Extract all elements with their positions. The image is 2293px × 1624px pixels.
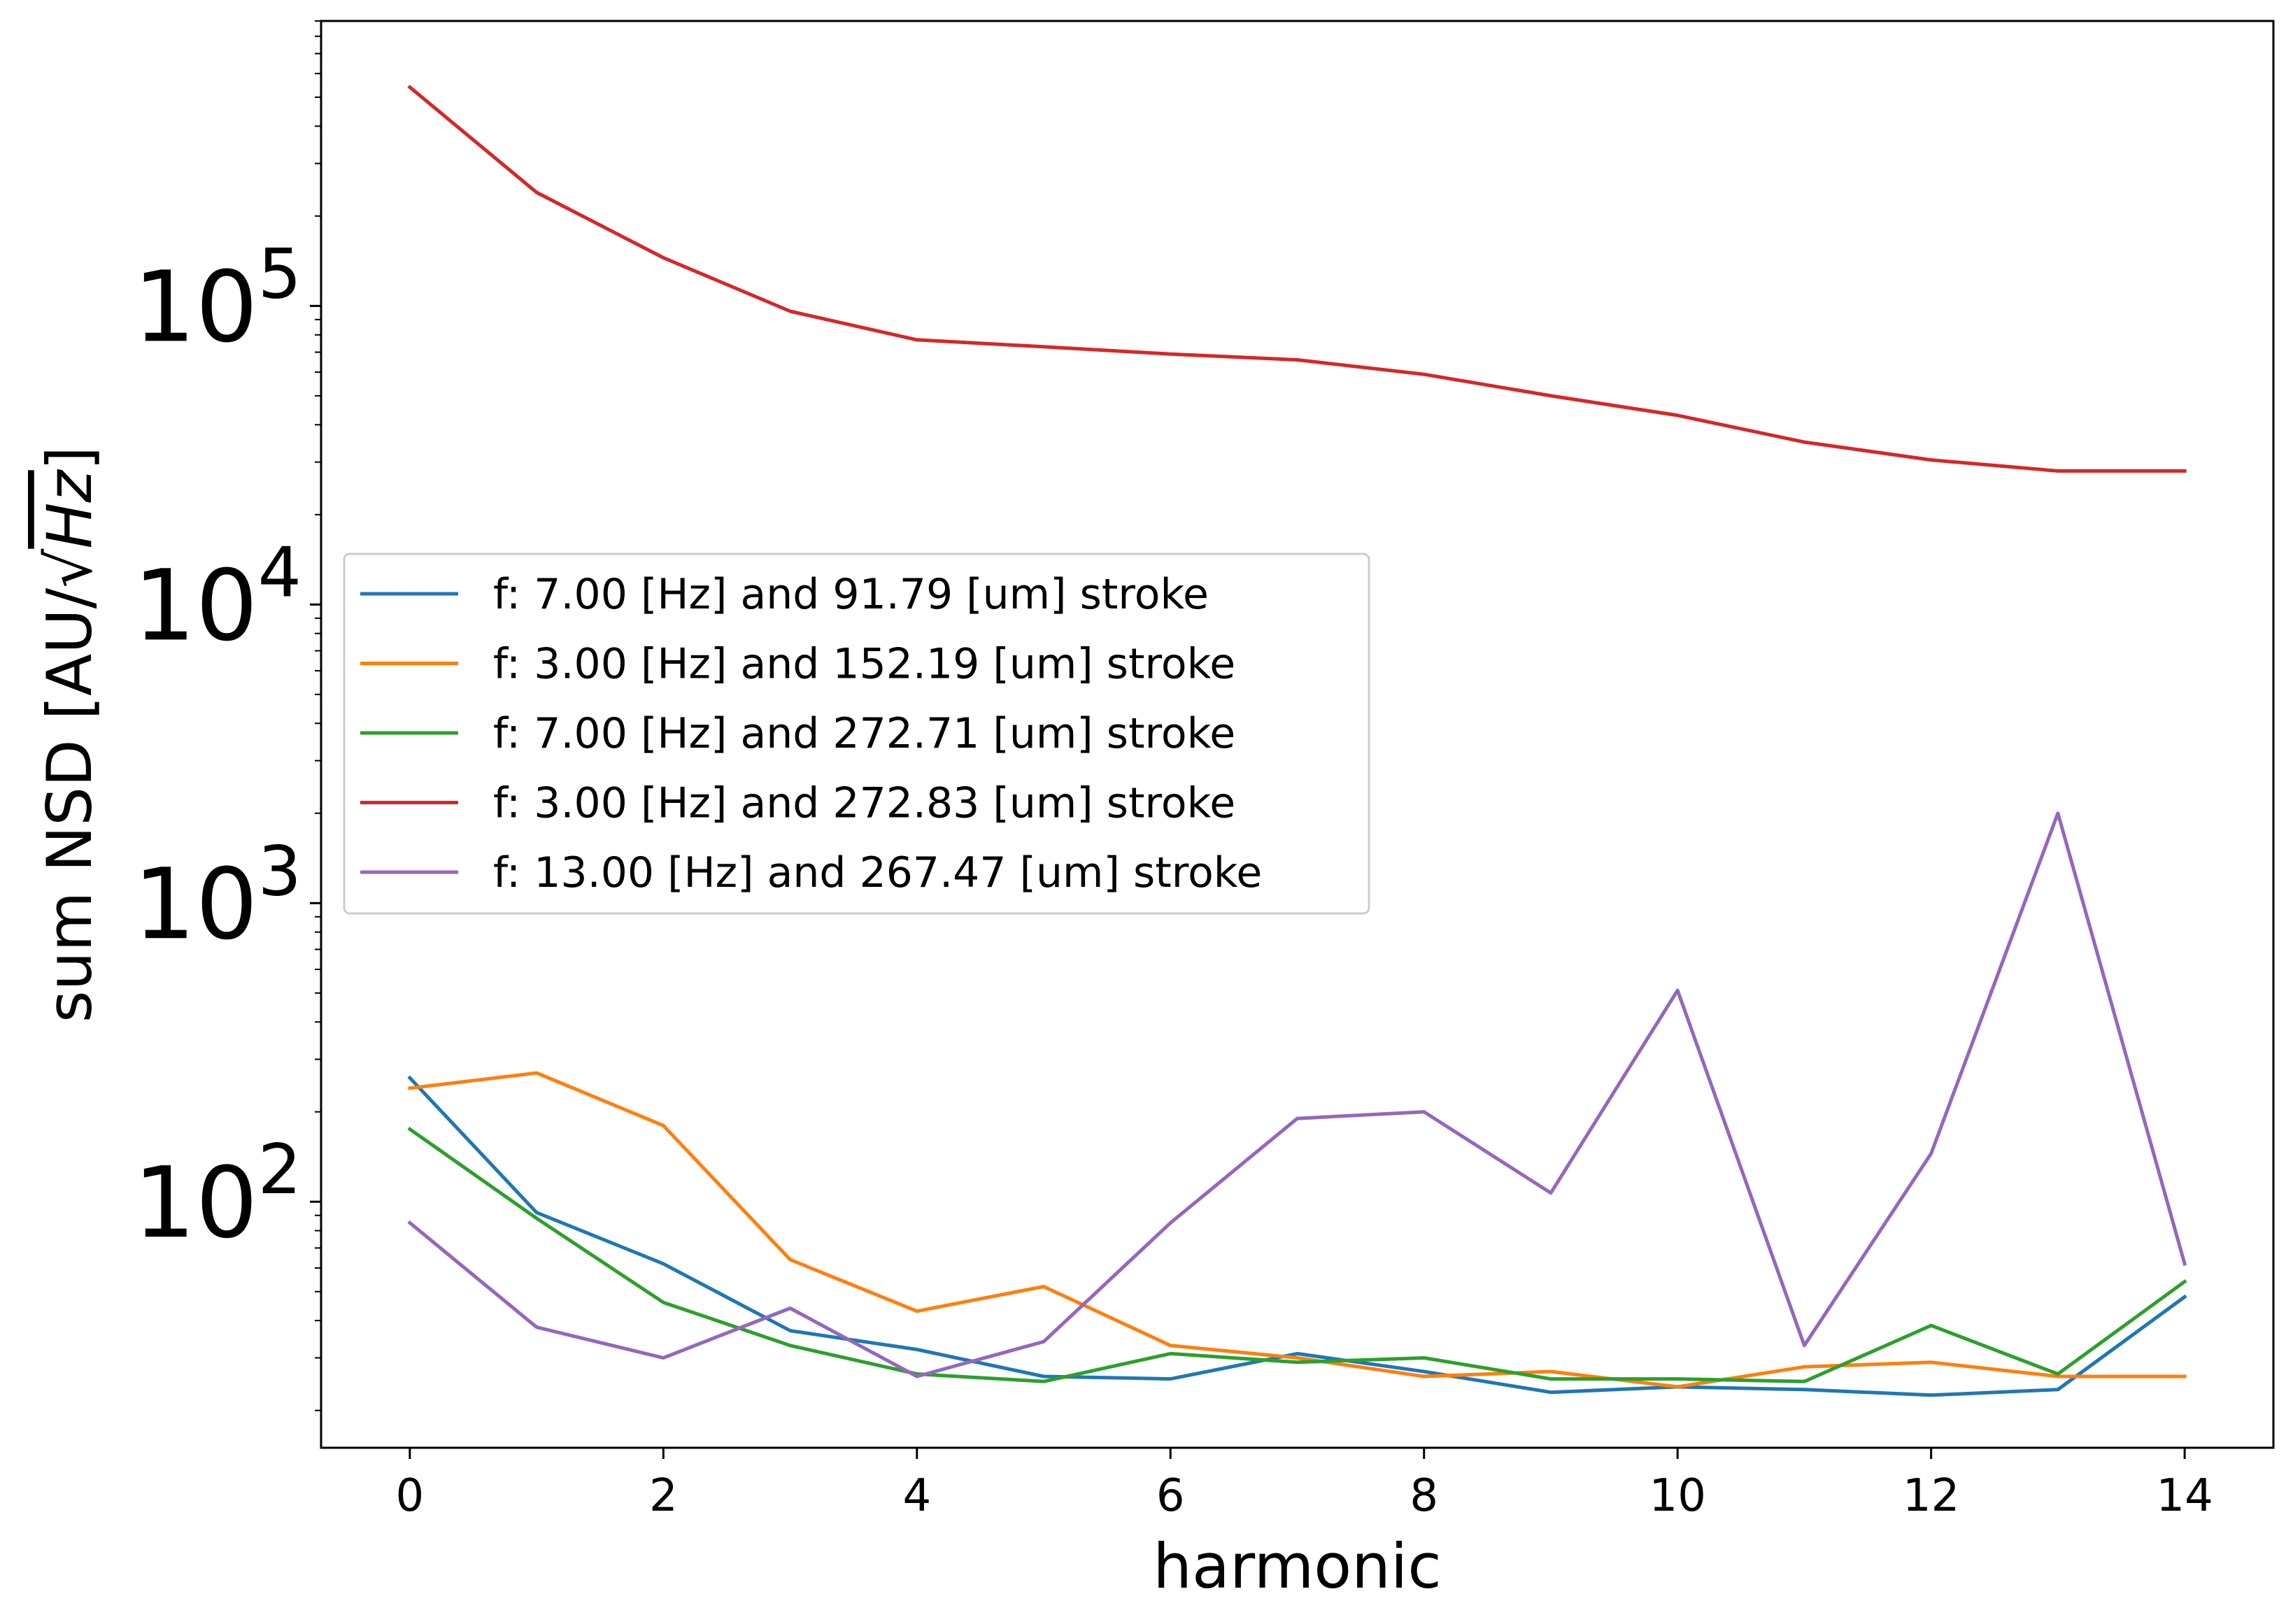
x-tick-label: 8 [1410,1470,1438,1522]
x-axis-label: harmonic [1153,1530,1442,1602]
y-axis-label-text: sum NSD [AU/√Hz] [34,446,106,1023]
plot-area [320,20,2275,1449]
x-tick-label: 4 [902,1470,931,1522]
y-axis-label: sum NSD [AU/√Hz] [34,446,106,1023]
legend-label: f: 3.00 [Hz] and 152.19 [um] stroke [493,640,1235,689]
series-line [407,811,2187,1379]
x-tick-label: 6 [1156,1470,1185,1522]
series-line [407,1127,2187,1383]
y-tick-label-exponent: 3 [258,832,301,911]
series-line [407,85,2187,473]
legend-entries: f: 7.00 [Hz] and 91.79 [um] stroke f: 3.0… [360,570,1262,897]
x-tick-label: 12 [1903,1470,1959,1522]
y-tick-label: 104 [133,533,301,663]
y-tick-label-exponent: 4 [258,533,301,613]
y-tick-label: 102 [133,1130,301,1260]
series-line [407,1075,2187,1397]
x-tick-label: 2 [649,1470,678,1522]
y-tick-label-base: 10 [133,1146,257,1260]
plot-frame [320,20,2275,1449]
x-tick-label: 10 [1649,1470,1705,1522]
x-tick-label: 0 [396,1470,425,1522]
y-tick-label-exponent: 5 [258,234,301,314]
legend: f: 7.00 [Hz] and 91.79 [um] stroke f: 3.0… [343,553,1370,915]
y-tick-label: 105 [133,234,301,364]
y-axis-label-suffix: ] [34,446,106,470]
series-line [408,1071,2187,1389]
y-axis-label-radical: √ [34,548,106,588]
x-tick-label: 14 [2156,1470,2213,1522]
legend-box [343,553,1370,915]
x-axis: 0 2 4 6 8 10 12 14 [396,1448,2213,1522]
series-lines [407,85,2187,1397]
legend-label: f: 13.00 [Hz] and 267.47 [um] stroke [493,848,1262,897]
y-tick-label-base: 10 [133,848,257,962]
y-tick-label: 103 [133,832,301,962]
legend-label: f: 7.00 [Hz] and 91.79 [um] stroke [493,570,1209,619]
legend-label: f: 7.00 [Hz] and 272.71 [um] stroke [493,709,1235,758]
y-axis-label-prefix: sum NSD [AU/ [34,587,106,1023]
y-axis-label-radicand: Hz [34,469,106,548]
y-tick-label-base: 10 [133,250,257,364]
legend-label: f: 3.00 [Hz] and 272.83 [um] stroke [493,779,1235,828]
y-tick-label-exponent: 2 [258,1130,301,1210]
y-tick-label-base: 10 [133,549,257,663]
